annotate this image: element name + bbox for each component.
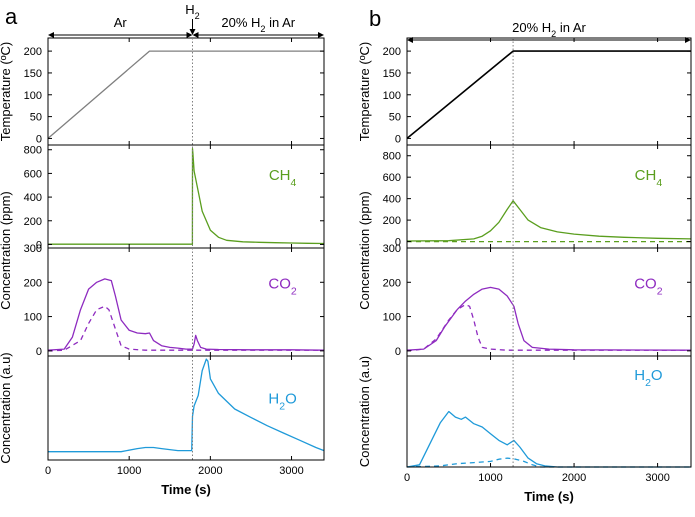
- ytick-label: 300: [24, 243, 42, 255]
- subplot-ch4-b: 0 200 400 600 800 CH4 Concentration (ppm): [357, 144, 692, 310]
- annotation-span-arrow-right: [318, 32, 324, 38]
- ytick-label: 200: [24, 46, 42, 58]
- series-co2-line-a: [47, 278, 325, 351]
- xtick-label: 1000: [478, 472, 502, 484]
- ytick-label: 400: [383, 194, 401, 206]
- xlabel-a: Time (s): [161, 482, 211, 497]
- ylabel-h2o-b: Concentration (a.u): [357, 356, 372, 467]
- ytick-label: 100: [383, 90, 401, 102]
- ytick-label: 150: [383, 68, 401, 80]
- axes-frame-h2o-b: [406, 355, 692, 468]
- series-label-ch4-b: CH4: [635, 167, 663, 189]
- subplot-co2-b: 0 100 200 300 CO2: [383, 243, 692, 358]
- series-h2o-line-b: [406, 410, 691, 468]
- panel-b: 0 50 100 150 200 Temperature (ºC) 0 200 400 600 80…: [357, 20, 692, 504]
- axes-frame-co2-b: [406, 247, 692, 357]
- series-temperature-line-a: [47, 50, 324, 139]
- xtick-label: 0: [45, 465, 51, 477]
- annotation-span-label: Ar: [114, 15, 128, 30]
- series-label-ch4-a: CH4: [269, 167, 297, 189]
- annotation-span-label: 20% H2 in Ar: [512, 20, 586, 39]
- xtick-label: 2000: [562, 472, 586, 484]
- series-label-h2o-a: H2O: [268, 391, 296, 413]
- annotation-span-label: 20% H2 in Ar: [221, 15, 295, 34]
- ytick-label: 200: [383, 277, 401, 289]
- ytick-label: 0: [36, 133, 42, 145]
- ytick-label: 0: [395, 133, 401, 145]
- ytick-label: 600: [383, 172, 401, 184]
- subplot-temperature-a: 0 50 100 150 200 Temperature (ºC): [0, 37, 325, 146]
- ylabel-ch4-a: Concentration (ppm): [0, 191, 13, 310]
- series-co2-line-b: [406, 286, 692, 351]
- subplot-h2o-b: H2O Concentration (a.u): [357, 355, 692, 468]
- ytick-label: 0: [36, 346, 42, 358]
- panel-a: 0 50 100 150 200 Temperature (ºC) 0 200 400 600 80…: [0, 2, 325, 497]
- series-co2-dashed-line-b: [406, 303, 691, 352]
- ylabel-h2o-a: Concentration (a.u): [0, 352, 13, 463]
- panel-label-a: a: [5, 4, 18, 29]
- ytick-label: 0: [395, 237, 401, 249]
- ytick-label: 300: [383, 243, 401, 255]
- xtick-label: 3000: [645, 472, 669, 484]
- series-ch4-line-b: [406, 200, 692, 242]
- ytick-label: 800: [383, 151, 401, 163]
- xlabel-b: Time (s): [524, 489, 574, 504]
- axes-frame-temperature-a: [47, 37, 325, 146]
- ytick-label: 200: [383, 215, 401, 227]
- annotation-span-arrow-right: [685, 37, 691, 43]
- annotation-span-arrow-right: [186, 32, 193, 38]
- series-h2o-line-a: [48, 358, 325, 453]
- ytick-label: 200: [24, 277, 42, 289]
- annotation-span-arrow-left: [48, 32, 54, 38]
- axes-frame-co2-a: [47, 247, 325, 357]
- series-ch4-line-a: [48, 147, 325, 245]
- series-label-h2o-b: H2O: [634, 367, 662, 389]
- annotation-span-arrow-left: [192, 32, 199, 38]
- axes-frame-h2o-a: [47, 355, 325, 461]
- ytick-label: 400: [24, 192, 42, 204]
- xtick-label: 3000: [279, 465, 303, 477]
- ytick-label: 100: [24, 90, 42, 102]
- annotation-h2: H2: [185, 2, 199, 21]
- subplot-h2o-a: H2O Concentration (a.u): [0, 352, 325, 464]
- axes-frame-ch4-b: [406, 144, 692, 249]
- xtick-label: 0: [404, 472, 410, 484]
- ytick-label: 200: [383, 46, 401, 58]
- ytick-label: 100: [24, 312, 42, 324]
- subplot-temperature-b: 0 50 100 150 200 Temperature (ºC): [357, 37, 692, 146]
- ytick-label: 50: [389, 112, 401, 124]
- ytick-label: 800: [24, 145, 42, 157]
- series-h2o-dashed-line-b: [406, 457, 691, 468]
- annotation-h2-arrowhead: [189, 29, 196, 35]
- ytick-label: 600: [24, 168, 42, 180]
- series-co2-dashed-line-a: [47, 305, 324, 352]
- annotation-span-arrow-left: [407, 37, 413, 43]
- ylabel-temperature-b: Temperature (ºC): [357, 42, 372, 141]
- charts-root: 0 50 100 150 200 Temperature (ºC) 0 200 400 600 80…: [0, 2, 692, 504]
- xtick-label: 2000: [198, 465, 222, 477]
- axes-frame-ch4-a: [47, 144, 325, 249]
- subplot-co2-a: 0 100 200 300 CO2: [24, 243, 325, 358]
- ytick-label: 150: [24, 68, 42, 80]
- ytick-label: 0: [395, 346, 401, 358]
- ytick-label: 50: [30, 112, 42, 124]
- series-temperature-line-b: [406, 50, 691, 140]
- ylabel-temperature-a: Temperature (ºC): [0, 42, 13, 141]
- ytick-label: 200: [24, 216, 42, 228]
- series-label-co2-a: CO2: [268, 276, 297, 298]
- xtick-label: 1000: [117, 465, 141, 477]
- ytick-label: 100: [383, 312, 401, 324]
- ytick-label: 0: [36, 239, 42, 251]
- panel-label-b: b: [369, 6, 381, 31]
- series-label-co2-b: CO2: [634, 276, 663, 298]
- ylabel-ch4-b: Concentration (ppm): [357, 191, 372, 310]
- axes-frame-temperature-b: [406, 37, 692, 146]
